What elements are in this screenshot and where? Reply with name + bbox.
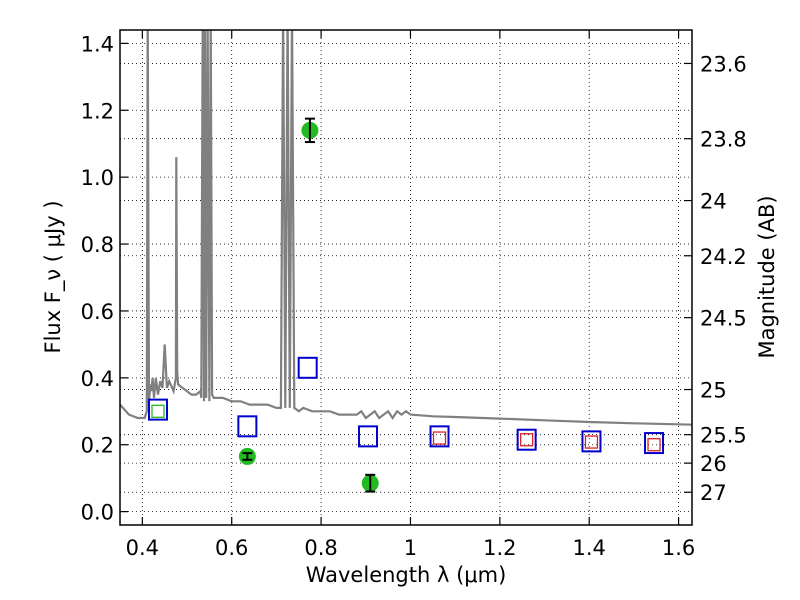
x-tick-label: 1.4 xyxy=(573,536,606,560)
model-photometry-square xyxy=(147,398,168,421)
x-tick-label: 0.8 xyxy=(304,536,337,560)
plot-frame xyxy=(119,29,693,526)
x-axis-ticks: 0.4 0.6 0.8 1 1.2 1.4 1.6 xyxy=(126,30,695,560)
y-axis-label: Flux F_ν ( μJy ) xyxy=(41,200,66,353)
y-tick-label: 0.6 xyxy=(81,300,114,324)
inner-square-marker xyxy=(432,431,447,445)
model-photometry-square xyxy=(644,432,665,455)
model-photometry-square xyxy=(237,415,258,438)
x-tick-label: 0.4 xyxy=(126,536,159,560)
right-tick-label: 27 xyxy=(700,481,727,505)
right-tick-label: 25 xyxy=(700,379,727,403)
y-tick-label: 1.0 xyxy=(81,166,114,190)
x-tick-label: 1 xyxy=(404,536,417,560)
plot-content xyxy=(120,30,692,493)
inner-square-marker xyxy=(584,435,599,449)
right-tick-label: 24.5 xyxy=(700,307,747,331)
y-tick-label: 1.2 xyxy=(81,99,114,123)
right-tick-label: 24 xyxy=(700,190,727,214)
y-tick-label: 0.8 xyxy=(81,233,114,257)
y-tick-label: 0.0 xyxy=(81,501,114,525)
model-photometry-square xyxy=(358,425,379,448)
right-tick-label: 26 xyxy=(700,452,727,476)
x-axis-label: Wavelength λ (μm) xyxy=(306,563,507,587)
right-axis-label: Magnitude (AB) xyxy=(755,195,779,358)
y-tick-label: 0.4 xyxy=(81,367,114,391)
x-tick-label: 1.6 xyxy=(662,536,695,560)
y-tick-label: 1.4 xyxy=(81,32,114,56)
model-photometry-square xyxy=(429,425,450,448)
right-axis-ticks: 23.6 23.8 24 24.2 24.5 25 25.5 26 27 xyxy=(684,52,747,505)
right-tick-label: 25.5 xyxy=(700,424,747,448)
x-tick-label: 1.2 xyxy=(483,536,516,560)
model-photometry-square xyxy=(581,430,602,453)
grid-lines xyxy=(120,30,692,525)
right-tick-label: 23.6 xyxy=(700,52,747,76)
inner-square-marker xyxy=(520,433,534,447)
model-photometry-square xyxy=(297,356,318,379)
model-spectrum-line xyxy=(120,30,692,426)
y-tick-label: 0.2 xyxy=(81,434,114,458)
x-tick-label: 0.6 xyxy=(215,536,248,560)
inner-square-marker xyxy=(647,438,661,452)
right-tick-label: 24.2 xyxy=(700,245,747,269)
inner-square-marker xyxy=(151,404,165,418)
data-markers xyxy=(147,117,665,493)
right-tick-label: 23.8 xyxy=(700,128,747,152)
model-photometry-square xyxy=(516,428,537,451)
y-axis-ticks: 0.0 0.2 0.4 0.6 0.8 1.0 1.2 1.4 xyxy=(81,32,128,525)
